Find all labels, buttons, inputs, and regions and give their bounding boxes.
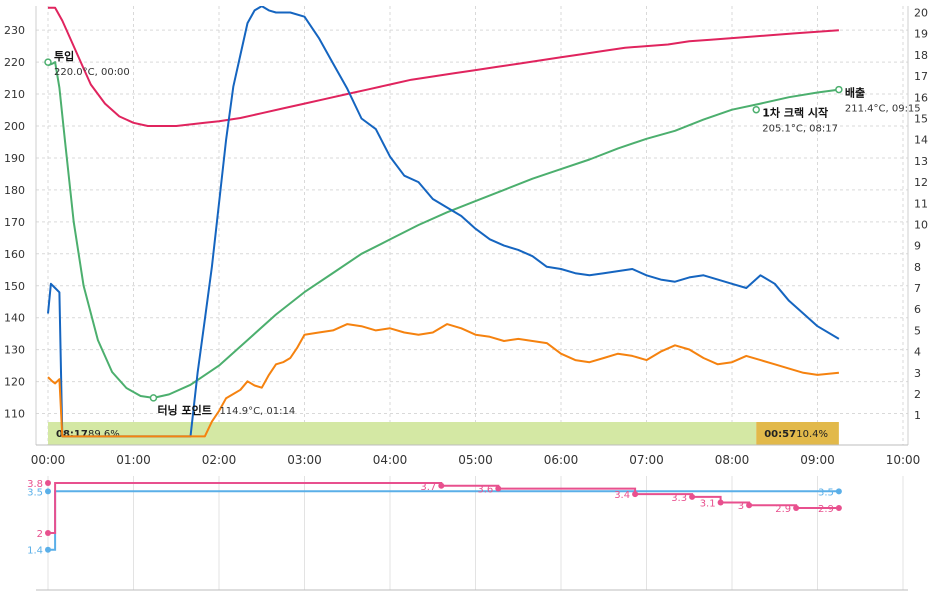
y-right-tick-label: 4 [914, 346, 921, 359]
annotation-marker [835, 85, 843, 94]
sub-step-label: 3 [738, 501, 744, 512]
y-left-tick-label: 110 [4, 408, 25, 421]
y-left-tick-label: 200 [4, 120, 25, 133]
x-tick-label: 10:00 [886, 453, 921, 467]
sub-step-label: 3.5 [818, 487, 834, 498]
sub-step-label: 3.5 [27, 487, 43, 498]
sub-step-label: 2.9 [818, 504, 834, 515]
x-tick-label: 06:00 [544, 453, 579, 467]
annotation-marker [149, 394, 158, 402]
y-right-tick-label: 5 [914, 324, 921, 337]
y-left-tick-label: 140 [4, 312, 25, 325]
x-tick-label: 01:00 [116, 453, 151, 467]
annotation-title: 터닝 포인트 [157, 403, 211, 417]
y-right-tick-label: 2 [914, 388, 921, 401]
sub-step-marker [45, 546, 51, 553]
phase-band-percent: 89.6% [88, 429, 120, 440]
annotation-subtitle: 220.0°C, 00:00 [54, 67, 130, 78]
phase-band [48, 422, 757, 445]
x-tick-label: 09:00 [800, 453, 835, 467]
phase-band-percent: 10.4% [796, 429, 828, 440]
sub-step-marker [746, 502, 753, 509]
sub-step-label: 2 [37, 529, 43, 540]
y-left-tick-label: 150 [4, 280, 25, 293]
sub-step-marker [793, 505, 800, 512]
sub-step-label: 1.4 [27, 546, 43, 557]
annotation-title: 배출 [845, 86, 865, 100]
y-right-tick-label: 20 [914, 7, 928, 20]
y-left-tick-label: 180 [4, 184, 25, 197]
x-tick-label: 02:00 [202, 453, 237, 467]
y-right-tick-label: 14 [914, 134, 928, 147]
y-right-tick-label: 15 [914, 112, 928, 125]
annotation-title: 투입 [54, 50, 74, 63]
sub-step-label: 3.1 [700, 498, 716, 509]
series-line [48, 6, 839, 127]
sub-step-line [48, 482, 839, 534]
series-line [47, 61, 840, 399]
y-right-tick-label: 17 [914, 70, 928, 83]
sub-step-marker [45, 480, 51, 486]
phase-band-time: 08:17 [56, 429, 88, 440]
series-line [47, 323, 839, 438]
y-right-tick-label: 12 [914, 176, 928, 189]
y-right-tick-label: 13 [914, 155, 928, 168]
sub-step-label: 3.8 [27, 479, 43, 490]
sub-step-label: 2.9 [775, 504, 791, 515]
y-right-tick-label: 10 [914, 218, 928, 231]
y-left-tick-label: 210 [4, 88, 25, 101]
y-left-tick-label: 230 [4, 24, 25, 37]
y-right-tick-label: 7 [914, 282, 921, 295]
x-tick-label: 07:00 [629, 453, 664, 467]
sub-step-marker [835, 505, 842, 512]
sub-step-label: 3.3 [671, 493, 687, 504]
sub-step-marker [632, 491, 639, 498]
sub-step-marker [45, 488, 51, 495]
phase-band [756, 422, 839, 445]
annotation-marker [752, 105, 760, 114]
annotation-marker [44, 58, 52, 66]
y-right-tick-label: 11 [914, 197, 928, 210]
x-tick-label: 03:00 [287, 453, 322, 467]
x-tick-label: 00:00 [31, 453, 66, 467]
y-left-tick-label: 130 [4, 344, 25, 357]
y-right-tick-label: 16 [914, 91, 928, 104]
y-left-tick-label: 190 [4, 152, 25, 165]
x-tick-label: 05:00 [458, 453, 493, 467]
y-left-tick-label: 170 [4, 216, 25, 229]
x-tick-label: 08:00 [715, 453, 750, 467]
annotation-subtitle: 205.1°C, 08:17 [762, 124, 838, 135]
sub-step-marker [835, 488, 842, 495]
y-right-tick-label: 19 [914, 28, 928, 41]
sub-step-marker [495, 485, 502, 492]
sub-step-marker [438, 482, 445, 489]
y-right-tick-label: 9 [914, 240, 921, 253]
annotation-title: 1차 크랙 시작 [762, 106, 828, 120]
sub-step-label: 3.4 [614, 490, 630, 501]
y-right-tick-label: 18 [914, 49, 928, 62]
y-right-tick-label: 1 [914, 409, 921, 422]
annotation-subtitle: 211.4°C, 09:15 [845, 104, 921, 115]
sub-step-marker [689, 493, 696, 500]
phase-band-time: 00:57 [764, 429, 796, 440]
series-line [47, 6, 840, 438]
sub-step-label: 3.7 [420, 482, 436, 493]
y-left-tick-label: 220 [4, 56, 25, 69]
y-right-tick-label: 3 [914, 367, 921, 380]
annotation-subtitle: 114.9°C, 01:14 [219, 406, 295, 417]
y-right-tick-label: 8 [914, 261, 921, 274]
sub-step-marker [717, 499, 724, 506]
x-tick-label: 04:00 [373, 453, 408, 467]
y-left-tick-label: 120 [4, 376, 25, 389]
sub-step-label: 3.6 [477, 485, 493, 496]
y-right-tick-label: 6 [914, 303, 921, 316]
sub-step-marker [45, 530, 51, 537]
y-left-tick-label: 160 [4, 248, 25, 261]
